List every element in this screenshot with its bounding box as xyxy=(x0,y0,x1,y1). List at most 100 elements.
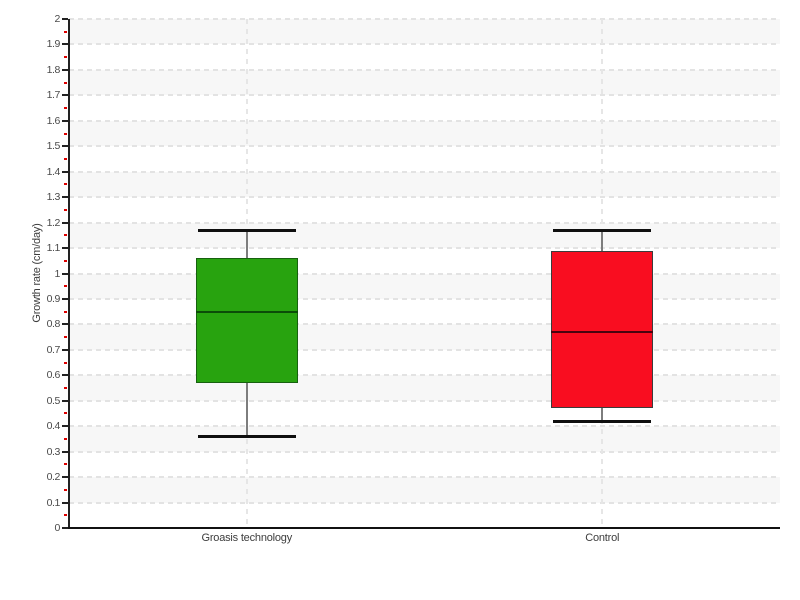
y-major-tick xyxy=(62,501,68,504)
y-major-tick xyxy=(62,221,68,224)
y-tick-label: 1.9 xyxy=(46,38,61,51)
grid-band xyxy=(69,375,780,401)
median-line xyxy=(551,331,654,334)
h-gridline xyxy=(69,297,780,300)
y-tick-label: 1.4 xyxy=(46,165,61,178)
y-tick-label: 0.5 xyxy=(46,394,61,407)
h-gridline xyxy=(69,425,780,428)
h-gridline xyxy=(69,170,780,173)
h-gridline xyxy=(69,501,780,504)
x-category-label: Groasis technology xyxy=(201,532,293,544)
h-gridline xyxy=(69,94,780,97)
h-gridline xyxy=(69,450,780,453)
h-gridline xyxy=(69,247,780,250)
y-minor-tick xyxy=(64,285,67,288)
y-minor-tick xyxy=(64,81,67,84)
y-tick-label: 0.8 xyxy=(46,318,61,331)
y-minor-tick xyxy=(64,56,67,59)
y-tick-label: 1.7 xyxy=(46,89,61,102)
y-major-tick xyxy=(62,527,68,529)
y-tick-label: 1.8 xyxy=(46,63,61,76)
y-tick-label: 0.9 xyxy=(46,292,61,305)
grid-band xyxy=(69,324,780,350)
y-minor-tick xyxy=(64,463,67,466)
y-major-tick xyxy=(62,196,68,199)
y-tick-label: 0.6 xyxy=(46,369,61,382)
y-major-tick xyxy=(62,68,68,71)
h-gridline xyxy=(69,43,780,46)
y-minor-tick xyxy=(64,107,67,110)
x-category-label: Control xyxy=(585,532,620,544)
y-major-tick xyxy=(62,43,68,46)
y-minor-tick xyxy=(64,132,67,135)
y-major-tick xyxy=(62,247,68,250)
y-tick-label: 1.5 xyxy=(46,140,61,153)
h-gridline xyxy=(69,476,780,479)
y-minor-tick xyxy=(64,259,67,262)
whisker-cap-top xyxy=(197,229,296,233)
whisker-cap-bottom xyxy=(197,435,296,439)
grid-band xyxy=(69,222,780,249)
grid-band xyxy=(69,477,780,503)
h-gridline xyxy=(69,399,780,402)
y-major-tick xyxy=(62,450,68,453)
y-tick-label: 0 xyxy=(54,522,61,534)
y-major-tick xyxy=(62,425,68,428)
grid-band xyxy=(69,120,780,147)
y-tick-label: 1.6 xyxy=(46,114,61,127)
y-tick-label: 0.4 xyxy=(46,420,61,433)
h-gridline xyxy=(69,119,780,122)
box xyxy=(551,250,654,409)
y-tick-label: 1.1 xyxy=(46,242,61,255)
y-minor-tick xyxy=(64,336,67,339)
y-major-tick xyxy=(62,119,68,122)
h-gridline xyxy=(69,348,780,351)
y-major-tick xyxy=(62,18,68,20)
h-gridline xyxy=(69,221,780,224)
grid-band xyxy=(69,19,780,45)
y-minor-tick xyxy=(64,437,67,440)
y-major-tick xyxy=(62,272,68,275)
y-tick-label: 2 xyxy=(54,13,61,25)
y-tick-label: 1.3 xyxy=(46,191,61,204)
y-major-tick xyxy=(62,145,68,148)
y-minor-tick xyxy=(64,412,67,415)
y-tick-label: 0.3 xyxy=(46,445,61,458)
whisker-stem-lower xyxy=(601,408,604,422)
y-tick-label: 0.7 xyxy=(46,343,61,356)
whisker-stem-upper xyxy=(601,230,604,251)
y-minor-tick xyxy=(64,387,67,390)
y-major-tick xyxy=(62,170,68,173)
y-minor-tick xyxy=(64,514,67,517)
y-major-tick xyxy=(62,94,68,97)
y-major-tick xyxy=(62,374,68,377)
y-minor-tick xyxy=(64,488,67,491)
y-minor-tick xyxy=(64,183,67,186)
h-gridline xyxy=(69,196,780,199)
grid-band xyxy=(69,426,780,452)
y-major-tick xyxy=(62,476,68,479)
y-minor-tick xyxy=(64,208,67,211)
whisker-stem-upper xyxy=(245,230,248,259)
whisker-cap-bottom xyxy=(553,420,652,424)
h-gridline xyxy=(69,68,780,71)
y-major-tick xyxy=(62,348,68,351)
y-major-tick xyxy=(62,399,68,402)
y-minor-tick xyxy=(64,30,67,33)
y-axis-line xyxy=(68,19,70,529)
h-gridline xyxy=(69,145,780,148)
grid-band xyxy=(69,69,780,96)
y-tick-label: 1.2 xyxy=(46,216,61,229)
x-axis-line xyxy=(68,527,780,529)
h-gridline xyxy=(69,18,780,20)
y-minor-tick xyxy=(64,157,67,160)
y-major-tick xyxy=(62,297,68,300)
whisker-cap-top xyxy=(553,229,652,233)
y-minor-tick xyxy=(64,361,67,364)
y-tick-label: 1 xyxy=(54,267,61,280)
h-gridline xyxy=(69,323,780,326)
median-line xyxy=(195,310,298,313)
y-minor-tick xyxy=(64,234,67,237)
